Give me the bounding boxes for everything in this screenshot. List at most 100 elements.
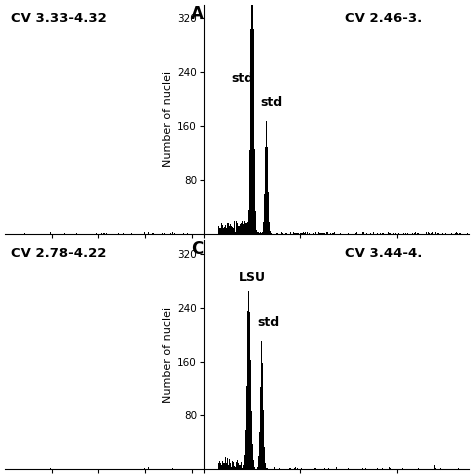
Bar <box>277 233 278 234</box>
Bar <box>245 223 246 234</box>
Bar <box>247 311 248 469</box>
Text: LSU: LSU <box>238 271 265 284</box>
Bar <box>431 233 432 234</box>
Bar <box>373 233 374 234</box>
Bar <box>389 467 390 469</box>
Bar <box>294 468 295 469</box>
Bar <box>263 228 264 234</box>
Bar <box>226 228 227 234</box>
Bar <box>236 463 237 469</box>
Bar <box>226 463 227 469</box>
Bar <box>228 224 229 234</box>
Bar <box>398 233 399 234</box>
Bar <box>250 360 251 469</box>
Bar <box>393 233 394 234</box>
Bar <box>253 460 254 469</box>
Bar <box>256 468 257 469</box>
Bar <box>309 233 310 234</box>
Bar <box>319 233 320 234</box>
Bar <box>262 347 263 469</box>
Bar <box>238 463 239 469</box>
Bar <box>248 291 249 469</box>
Bar <box>232 461 233 469</box>
Bar <box>382 468 383 469</box>
Bar <box>268 191 269 234</box>
Bar <box>441 233 442 234</box>
Bar <box>432 232 433 234</box>
Bar <box>456 232 457 234</box>
Bar <box>416 233 417 234</box>
Bar <box>407 233 408 234</box>
Bar <box>241 223 242 234</box>
Bar <box>365 468 366 469</box>
Text: std: std <box>261 96 283 109</box>
Bar <box>459 233 460 234</box>
Bar <box>455 233 456 234</box>
Bar <box>229 463 230 469</box>
Bar <box>253 29 254 234</box>
Bar <box>340 233 341 234</box>
Bar <box>460 233 461 234</box>
Bar <box>222 461 223 469</box>
Bar <box>324 233 325 234</box>
Bar <box>289 232 290 234</box>
Bar <box>363 233 364 234</box>
Bar <box>314 468 315 469</box>
Bar <box>263 385 264 469</box>
Bar <box>230 224 231 234</box>
Bar <box>321 233 322 234</box>
Bar <box>380 233 381 234</box>
Bar <box>242 221 243 234</box>
X-axis label: ive DNA content: ive DNA content <box>47 255 161 268</box>
Bar <box>276 233 277 234</box>
Bar <box>262 233 263 234</box>
Bar <box>307 232 308 234</box>
Bar <box>403 233 404 234</box>
Bar <box>294 233 295 234</box>
Bar <box>429 233 430 234</box>
Bar <box>435 468 436 469</box>
Text: CV 3.44-4.: CV 3.44-4. <box>345 247 422 260</box>
Bar <box>245 430 246 469</box>
Bar <box>246 228 247 234</box>
Bar <box>246 361 247 469</box>
X-axis label: Relative DNA: Relative DNA <box>291 255 383 268</box>
Bar <box>440 233 441 234</box>
Bar <box>258 456 259 469</box>
Bar <box>296 233 297 234</box>
Bar <box>264 447 265 469</box>
Bar <box>412 233 413 234</box>
Bar <box>382 233 383 234</box>
Bar <box>326 232 327 234</box>
Bar <box>260 232 261 234</box>
Bar <box>239 465 240 469</box>
Bar <box>362 231 363 234</box>
Bar <box>323 233 324 234</box>
Bar <box>281 232 282 234</box>
Bar <box>267 468 268 469</box>
Bar <box>415 232 416 234</box>
Bar <box>251 411 252 469</box>
Bar <box>244 455 245 469</box>
Bar <box>244 221 245 234</box>
Bar <box>390 232 391 234</box>
Bar <box>249 312 250 469</box>
Bar <box>249 150 250 234</box>
Bar <box>332 233 333 234</box>
Bar <box>405 233 406 234</box>
Bar <box>391 233 392 234</box>
Text: std: std <box>232 72 254 85</box>
Bar <box>426 232 427 234</box>
Bar <box>218 226 219 234</box>
Text: C: C <box>191 240 204 258</box>
Bar <box>328 233 329 234</box>
Bar <box>318 468 319 469</box>
Bar <box>439 233 440 234</box>
Bar <box>235 229 236 234</box>
Bar <box>457 233 458 234</box>
Bar <box>224 227 225 234</box>
Bar <box>252 445 253 469</box>
Bar <box>442 233 443 234</box>
Bar <box>348 233 349 234</box>
Bar <box>240 465 241 469</box>
